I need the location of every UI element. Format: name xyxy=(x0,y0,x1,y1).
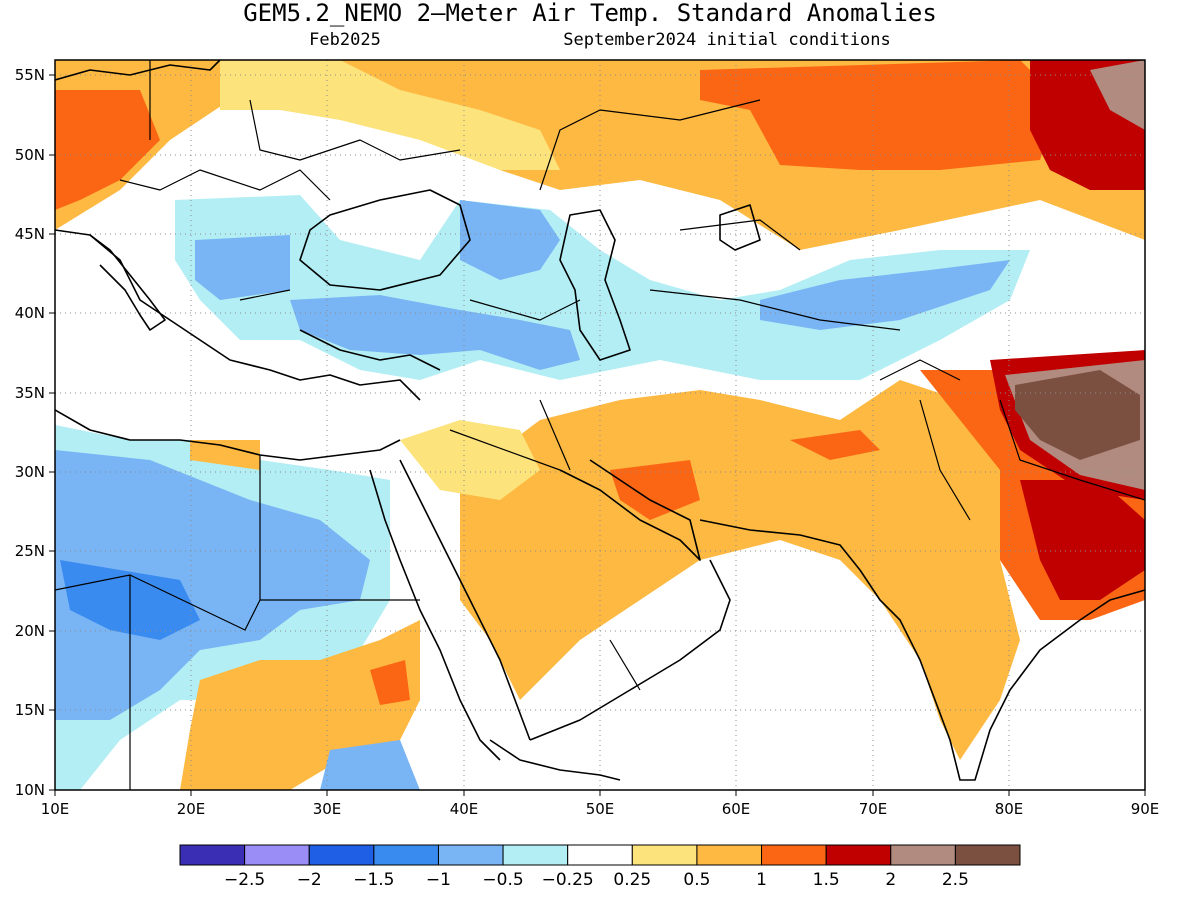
anomaly-region-turkey-cool xyxy=(290,295,580,370)
legend-swatch xyxy=(631,844,698,866)
coastlines xyxy=(55,60,1145,790)
legend-label: −2.5 xyxy=(224,870,265,890)
legend-label: −0.25 xyxy=(542,870,594,890)
lon-tick-label: 70E xyxy=(859,800,888,818)
map-subtitle-init: September2024 initial conditions xyxy=(563,30,891,50)
anomaly-region-sahara-cool-mid xyxy=(55,450,370,720)
coastline-aral-sea xyxy=(719,204,761,251)
anomaly-region-sudan-strong xyxy=(370,660,410,705)
anomaly-region-balkans-cool xyxy=(195,235,290,300)
legend-swatch xyxy=(437,844,504,866)
anomaly-region-ethiopia-cool xyxy=(320,740,420,790)
lon-tick-label: 40E xyxy=(450,800,479,818)
lat-tick-label: 55N xyxy=(15,66,45,84)
lat-tick-label: 30N xyxy=(15,463,45,481)
legend-swatch xyxy=(373,844,439,866)
coastline-persian-gulf xyxy=(559,459,701,561)
lon-tick-label: 80E xyxy=(995,800,1024,818)
lon-tick-labels: 10E 20E 30E 40E 50E 60E 70E 80E 90E xyxy=(41,800,1160,818)
legend-swatch xyxy=(308,844,375,866)
legend-label: −1.5 xyxy=(353,870,394,890)
legend-label: 1.5 xyxy=(813,870,840,890)
lon-tick-label: 20E xyxy=(177,800,206,818)
lat-tick-label: 50N xyxy=(15,146,45,164)
anomaly-region-tien-shan-cool xyxy=(760,260,1010,330)
map-subtitle-month: Feb2025 xyxy=(309,30,381,50)
color-legend: −2.5 −2 −1.5 −1 −0.5 −0.25 0.25 0.5 1 1.5 2 2.5 xyxy=(179,844,1021,890)
lon-tick-label: 60E xyxy=(722,800,751,818)
anomaly-region-libya-egypt-warm xyxy=(190,440,260,470)
anomaly-region-arabia-light xyxy=(400,420,540,500)
map-panel xyxy=(55,60,1145,790)
lon-tick-label: 10E xyxy=(41,800,70,818)
lat-tick-labels: 55N 50N 45N 40N 35N 30N 25N 20N 15N 10N xyxy=(15,66,45,799)
legend-swatch xyxy=(179,844,246,866)
coastline-red-sea-east xyxy=(399,459,531,741)
legend-swatch xyxy=(890,844,956,866)
coastline-caspian-sea xyxy=(559,209,631,361)
anomaly-region-caucasus-cool xyxy=(460,200,560,280)
lon-tick-label: 30E xyxy=(313,800,342,818)
lat-tick-label: 20N xyxy=(15,622,45,640)
legend-label: −1 xyxy=(426,870,451,890)
coastline-africa-north xyxy=(55,409,401,461)
legend-label: −0.5 xyxy=(482,870,523,890)
coastline-mediterranean-north xyxy=(55,229,421,401)
coastline-horn-africa xyxy=(489,739,621,781)
legend-label: 2.5 xyxy=(942,870,969,890)
legend-label: −2 xyxy=(297,870,322,890)
anomaly-region-tibet-max xyxy=(1015,370,1140,460)
legend-swatch xyxy=(244,844,310,866)
legend-swatch xyxy=(567,844,633,866)
legend-swatch xyxy=(825,844,892,866)
lon-tick-label: 90E xyxy=(1131,800,1160,818)
axis-ticks xyxy=(49,74,1146,796)
legend-label: 2 xyxy=(885,870,896,890)
coastline-italy xyxy=(89,234,166,331)
coastline-arabia-south xyxy=(529,559,731,741)
lon-tick-label: 50E xyxy=(586,800,615,818)
coastline-black-sea xyxy=(299,189,471,291)
legend-label: 1 xyxy=(756,870,767,890)
legend-swatch xyxy=(502,844,569,866)
lat-tick-label: 10N xyxy=(15,781,45,799)
gridlines xyxy=(55,60,1145,790)
coastline-iran-pakistan xyxy=(699,519,861,571)
coastline-anatolia-south xyxy=(299,329,441,371)
legend-swatch xyxy=(696,844,763,866)
map-title: GEM5.2_NEMO 2–Meter Air Temp. Standard A… xyxy=(243,0,937,27)
legend-label: 0.25 xyxy=(613,870,651,890)
legend-swatch xyxy=(954,844,1021,866)
coastline-india xyxy=(859,569,1145,781)
anomaly-region-pakistan-strong xyxy=(790,430,880,460)
anomaly-region-west-europe-strong xyxy=(55,90,160,210)
coastline-red-sea-west xyxy=(369,469,501,761)
lat-tick-label: 35N xyxy=(15,384,45,402)
anomaly-region-bengal-vstrong xyxy=(1020,480,1145,600)
lat-tick-label: 25N xyxy=(15,542,45,560)
anomaly-region-siberia-strong xyxy=(700,60,1060,170)
legend-label: 0.5 xyxy=(683,870,710,890)
lat-tick-label: 40N xyxy=(15,304,45,322)
anomaly-region-gulf-strong xyxy=(610,460,700,520)
legend-swatch xyxy=(761,844,827,866)
anomaly-region-mongolia-xstrong xyxy=(1090,60,1145,130)
lat-tick-label: 45N xyxy=(15,225,45,243)
border-lines xyxy=(55,60,1145,790)
lat-tick-label: 15N xyxy=(15,701,45,719)
anomaly-region-north-light xyxy=(220,60,560,170)
